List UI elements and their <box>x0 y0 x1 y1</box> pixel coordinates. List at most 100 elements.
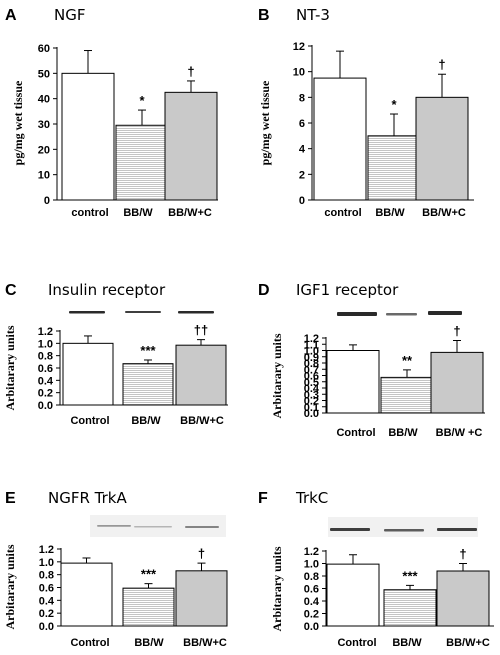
y-tick-label-a-4: 40 <box>38 94 50 106</box>
y-tick-label-f-2: 0.4 <box>304 596 320 608</box>
blot-band-e-2 <box>134 526 172 528</box>
bar-b-1 <box>313 77 367 201</box>
category-label-f-2: BB/W <box>392 637 422 649</box>
y-tick-label-d-10: 1.0 <box>304 346 319 358</box>
category-label-c-1: Control <box>70 415 109 427</box>
panel-title-c: Insulin receptor <box>48 281 166 299</box>
panel-letter-c: C <box>5 282 17 299</box>
y-axis-label-e: Arbitarary units <box>3 544 17 629</box>
y-tick-label-d-4: 0.4 <box>304 383 320 395</box>
category-label-e-1: Control <box>70 637 109 649</box>
significance-e-3: † <box>198 546 205 561</box>
category-label-e-2: BB/W <box>134 637 164 649</box>
category-label-f-1: Control <box>337 637 376 649</box>
blot-band-f-3 <box>437 528 477 531</box>
bar-a-3 <box>164 91 218 201</box>
y-tick-label-b-5: 10 <box>293 67 305 79</box>
y-tick-label-d-6: 0.6 <box>304 371 319 383</box>
y-axis-label-b: pg/mg wet tissue <box>258 80 272 165</box>
blot-band-d-3 <box>428 311 462 315</box>
bar-a-2 <box>115 124 169 201</box>
y-tick-label-d-11: 1.1 <box>304 339 319 351</box>
category-label-b-1: control <box>324 207 361 219</box>
panel-letter-e: E <box>5 490 16 507</box>
y-tick-label-e-5: 1.0 <box>39 557 54 569</box>
y-tick-label-e-6: 1.2 <box>39 544 54 556</box>
panel-f: F TrkC 0.00.20.40.60.81.01.2 Arbitarary uni… <box>258 489 494 649</box>
bar-c-2 <box>122 363 174 406</box>
y-tick-label-d-1: 0.1 <box>304 402 319 414</box>
y-tick-label-a-0: 0 <box>44 195 50 207</box>
bar-f-2 <box>383 589 437 627</box>
y-tick-label-b-0: 0 <box>299 195 305 207</box>
bar-e-1 <box>60 562 113 627</box>
bar-a-1 <box>61 72 115 201</box>
category-label-a-1: control <box>71 207 108 219</box>
significance-c-3: †† <box>194 323 208 338</box>
significance-c-2: *** <box>140 343 156 358</box>
bar-f-3 <box>436 570 490 627</box>
category-label-d-1: Control <box>336 427 375 439</box>
blot-background-f <box>328 517 478 537</box>
y-tick-label-f-0: 0.0 <box>304 621 319 633</box>
y-tick-label-c-1: 0.2 <box>38 388 53 400</box>
blot-band-d-2 <box>386 313 417 316</box>
y-tick-label-c-2: 0.4 <box>38 375 54 387</box>
y-tick-label-c-5: 1.0 <box>38 338 53 350</box>
panel-e: E NGFR TrkA 0.00.20.40.60.81.01.2 Arbitarar… <box>3 489 228 649</box>
y-axis-label-d: Arbitarary units <box>270 333 284 418</box>
y-tick-label-e-2: 0.4 <box>39 595 55 607</box>
y-tick-label-a-2: 20 <box>38 144 50 156</box>
category-label-f-3: BB/W+C <box>446 637 490 649</box>
blot-band-f-2 <box>384 529 424 532</box>
panel-title-f: TrkC <box>295 489 328 507</box>
bar-b-2 <box>367 135 421 201</box>
y-tick-label-f-6: 1.2 <box>304 546 319 558</box>
y-tick-label-c-4: 0.8 <box>38 351 53 363</box>
significance-f-2: *** <box>402 568 418 583</box>
y-tick-label-d-3: 0.3 <box>304 389 319 401</box>
significance-e-2: *** <box>141 567 157 582</box>
y-tick-label-c-0: 0.0 <box>38 400 53 412</box>
significance-a-2: * <box>139 93 145 108</box>
y-tick-label-f-3: 0.6 <box>304 584 319 596</box>
bar-c-1 <box>62 342 114 406</box>
panel-title-b: NT-3 <box>296 6 330 24</box>
y-tick-label-a-3: 30 <box>38 119 50 131</box>
significance-b-3: † <box>438 57 445 72</box>
significance-f-3: † <box>459 547 466 562</box>
y-tick-label-a-5: 50 <box>38 68 50 80</box>
y-tick-label-b-3: 6 <box>299 118 305 130</box>
y-tick-label-c-3: 0.6 <box>38 363 53 375</box>
y-tick-label-e-4: 0.8 <box>39 570 54 582</box>
significance-a-3: † <box>187 64 194 79</box>
panel-title-a: NGF <box>54 6 85 24</box>
significance-d-2: ** <box>402 353 413 368</box>
y-tick-label-d-8: 0.8 <box>304 358 319 370</box>
bar-d-3 <box>430 351 484 414</box>
bar-d-1 <box>326 350 380 414</box>
bar-f-1 <box>326 563 380 627</box>
y-tick-label-e-1: 0.2 <box>39 608 54 620</box>
bar-c-3 <box>175 344 227 406</box>
significance-b-2: * <box>391 97 397 112</box>
y-tick-label-e-0: 0.0 <box>39 621 54 633</box>
y-axis-label-a: pg/mg wet tissue <box>11 80 25 165</box>
category-label-c-2: BB/W <box>131 415 161 427</box>
panel-title-e: NGFR TrkA <box>48 489 127 507</box>
panel-letter-f: F <box>258 490 268 507</box>
category-label-a-2: BB/W <box>123 207 153 219</box>
y-tick-label-d-0: 0.0 <box>304 408 319 420</box>
bar-e-3 <box>175 570 228 627</box>
y-tick-label-e-3: 0.6 <box>39 583 54 595</box>
blot-band-e-3 <box>185 526 219 528</box>
panel-c: C Insulin receptor 0.00.20.40.60.81.01.2 Ar… <box>3 281 228 427</box>
y-tick-label-f-4: 0.8 <box>304 571 319 583</box>
significance-d-3: † <box>453 324 460 339</box>
category-label-c-3: BB/W+C <box>180 415 224 427</box>
panel-b: B NT-3 0 2 4 6 8 10 12 pg/mg wet tissue control * BB… <box>258 6 474 219</box>
y-tick-label-c-6: 1.2 <box>38 326 53 338</box>
y-tick-label-f-1: 0.2 <box>304 609 319 621</box>
category-label-b-3: BB/W+C <box>422 207 466 219</box>
